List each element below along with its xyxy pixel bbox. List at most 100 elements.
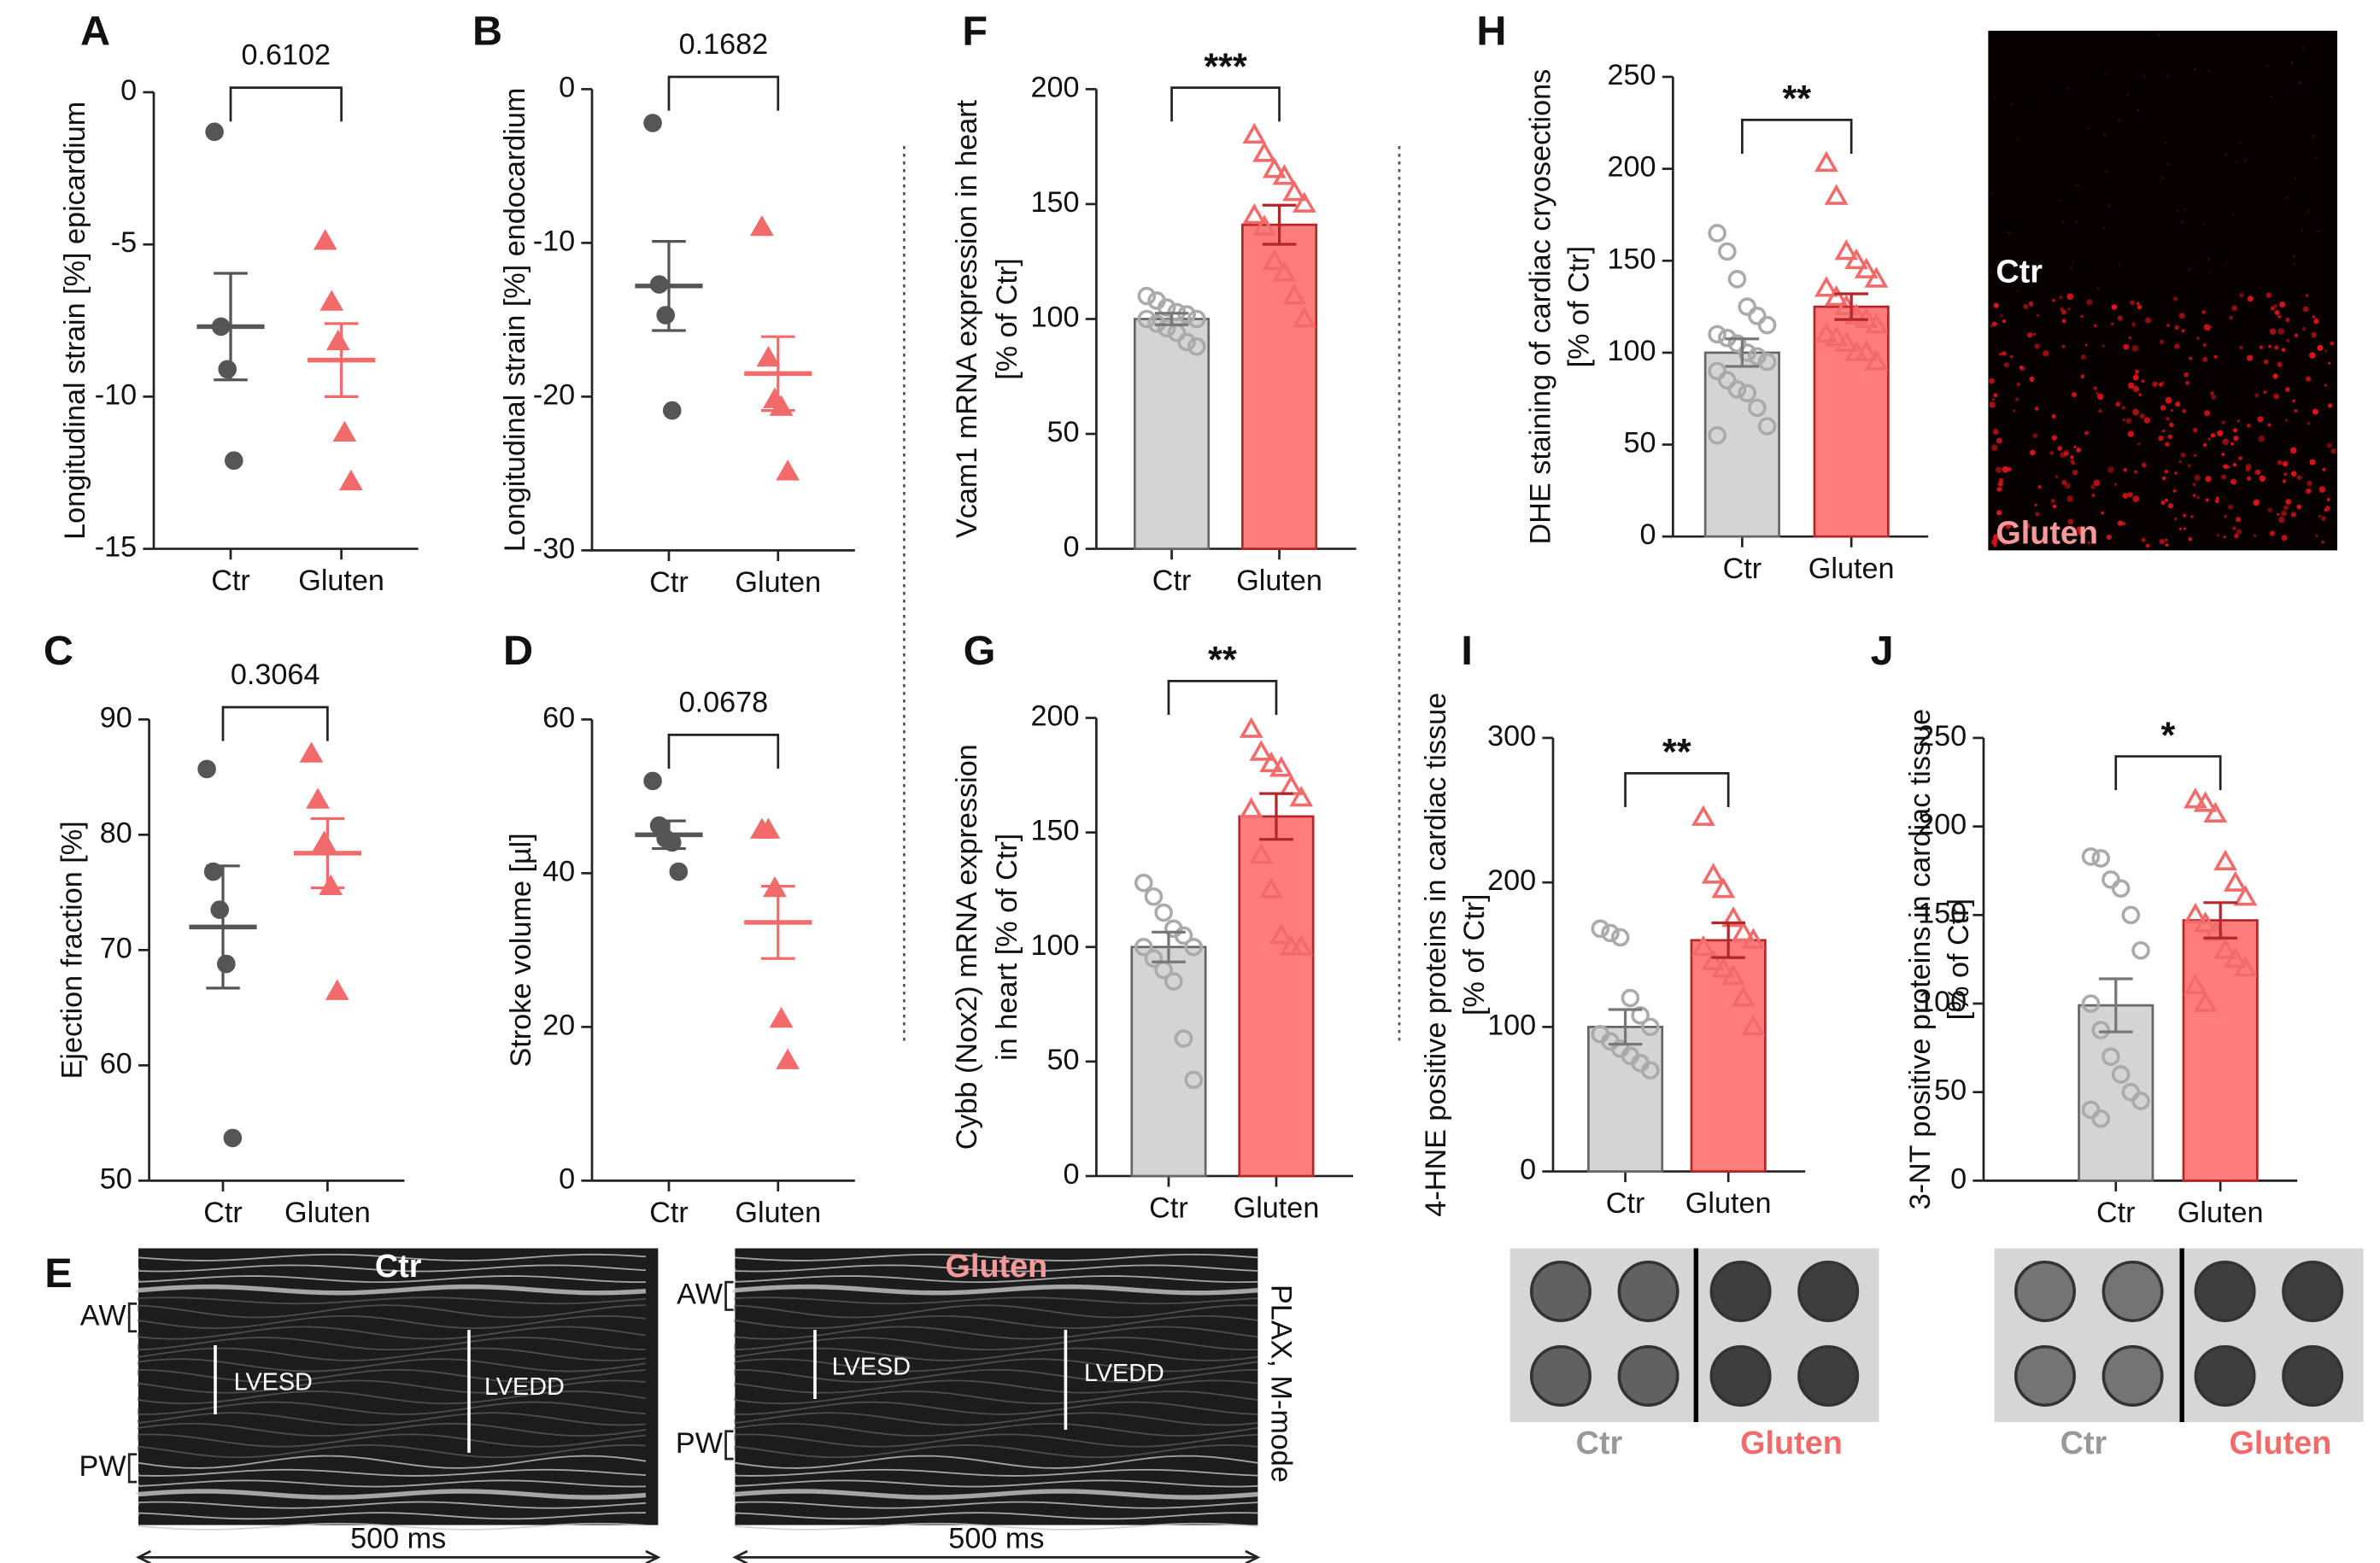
dhe-spot [2182,408,2187,413]
panel-letter: I [1461,628,1473,674]
x-tick-label: Ctr [211,565,250,597]
echo-band [734,1522,1258,1531]
dhe-spot [2205,476,2212,483]
dhe-spot [2184,208,2187,211]
blot-dot [2014,1260,2076,1322]
echo-band [734,1304,1258,1319]
data-point [1134,937,1153,957]
significance-bracket [1170,86,1281,122]
data-point [1641,1017,1660,1037]
dhe-spot [2166,75,2169,78]
dhe-spot [2214,498,2219,504]
dhe-spot [2263,390,2267,395]
dhe-spot [2070,266,2072,269]
echo-band [138,1422,647,1437]
dhe-spot [2051,298,2055,302]
label: PW [676,1427,724,1460]
dhe-spot [2080,354,2086,360]
dhe-spot [2193,68,2196,71]
bar [2182,919,2259,1182]
error-bar [1711,921,1745,959]
dhe-spot [2143,75,2146,79]
data-point [216,954,236,974]
dhe-spot [2165,396,2172,404]
dhe-spot [2282,460,2289,467]
dhe-spot [2102,226,2106,230]
data-point [1137,309,1157,329]
data-point [1177,332,1196,352]
dhe-spot [2236,529,2242,535]
data-point [1691,805,1715,826]
data-point [1272,260,1297,282]
y-tick-label: 250 [1918,720,1967,752]
dhe-spot [2326,498,2330,501]
data-point [313,229,337,250]
y-tick-label: -20 [533,378,575,411]
dhe-spot [2123,343,2130,350]
dhe-spot [2010,103,2013,106]
data-point [1741,928,1766,949]
dhe-spot [2043,350,2049,357]
dhe-spot [2292,399,2296,403]
dhe-spot [2058,199,2061,202]
dhe-spot [2049,451,2055,456]
dhe-spot [2143,417,2151,424]
error-bar [1725,337,1760,368]
dhe-spot [2139,413,2145,419]
data-point [1292,307,1316,328]
data-point [2184,787,2207,809]
y-axis-label: 3-NT positive proteins in cardiac tissue [1904,709,1937,1210]
data-point [1252,214,1276,236]
y-tick-label: 150 [1918,897,1967,929]
echo-band [138,1304,647,1319]
dhe-spot [2080,314,2084,319]
dhe-spot [2024,523,2031,530]
error-bar [2098,977,2133,1033]
label: AW [80,1300,127,1332]
echo-band [138,1501,647,1509]
dhe-spot [2176,209,2179,212]
dhe-spot [2312,315,2316,319]
scale-arrow [732,1549,1261,1563]
significance-bracket [1741,119,1853,154]
data-point [769,1006,794,1028]
data-point [1854,340,1879,361]
y-tick-label: 200 [1031,700,1080,733]
data-point [2213,938,2237,959]
panel-letter: D [503,628,533,674]
dhe-spot [2005,524,2012,530]
dhe-spot [2194,454,2197,457]
image-label: Ctr [1576,1425,1623,1461]
y-tick-label: 300 [1487,720,1536,752]
dhe-spot [2061,344,2066,348]
dhe-spot [2194,474,2201,482]
data-point [1269,756,1293,777]
dhe-spot [2072,260,2074,263]
dhe-spot [2213,354,2218,359]
dhe-spot [2273,304,2277,308]
dhe-spot [2165,442,2170,447]
echo-band [732,1284,1258,1296]
dhe-spot [2127,492,2133,498]
dhe-spot [2165,543,2169,547]
dhe-spot [2059,296,2063,300]
data-point [2213,849,2237,871]
dhe-spot [2232,213,2236,215]
dhe-spot [2084,430,2089,436]
echo-band [734,1337,1258,1351]
dhe-spot [2095,391,2099,395]
dhe-spot [2061,479,2067,485]
annotation: 0.3064 [231,659,320,691]
dhe-spot [2000,314,2003,318]
dhe-spot [2075,220,2078,223]
y-tick-label: 70 [100,932,132,964]
dhe-spot [2225,263,2229,266]
y-axis-label: [% of Ctr] [991,258,1023,379]
dhe-spot [2231,526,2236,531]
data-point [1738,343,1757,362]
annotation: 0.6102 [242,39,331,72]
echo-band [136,1489,647,1500]
dhe-spot [2166,163,2170,166]
dhe-spot [2246,354,2254,361]
